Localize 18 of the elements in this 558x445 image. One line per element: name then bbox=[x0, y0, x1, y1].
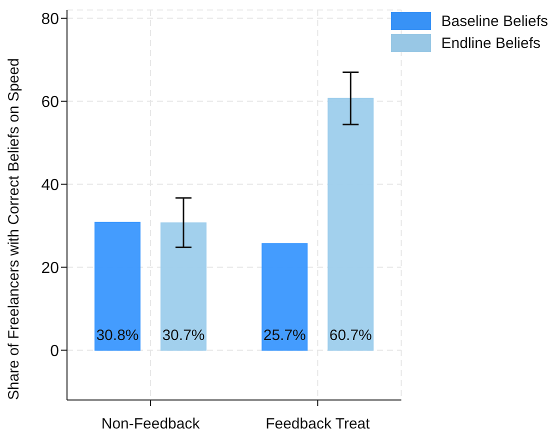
y-tick-label: 60 bbox=[41, 94, 60, 111]
y-tick-label: 40 bbox=[41, 176, 60, 194]
y-axis-title: Share of Freelancers with Correct Beliefs on Speed bbox=[5, 58, 22, 400]
bar bbox=[160, 222, 206, 351]
legend-label: Endline Beliefs bbox=[441, 34, 540, 52]
data-label: 25.7% bbox=[263, 327, 306, 344]
bar bbox=[328, 98, 374, 351]
legend-label: Baseline Beliefs bbox=[441, 12, 548, 30]
x-tick-label: Feedback Treat bbox=[266, 416, 371, 433]
data-label: 30.7% bbox=[162, 327, 205, 344]
data-label: 60.7% bbox=[329, 327, 372, 344]
bar bbox=[94, 222, 140, 351]
y-tick-label: 0 bbox=[50, 342, 60, 360]
x-tick-label: Non-Feedback bbox=[101, 416, 200, 433]
data-label: 30.8% bbox=[96, 327, 139, 344]
y-tick-label: 20 bbox=[41, 260, 60, 277]
bar bbox=[262, 243, 308, 351]
y-tick-label: 80 bbox=[41, 10, 60, 28]
